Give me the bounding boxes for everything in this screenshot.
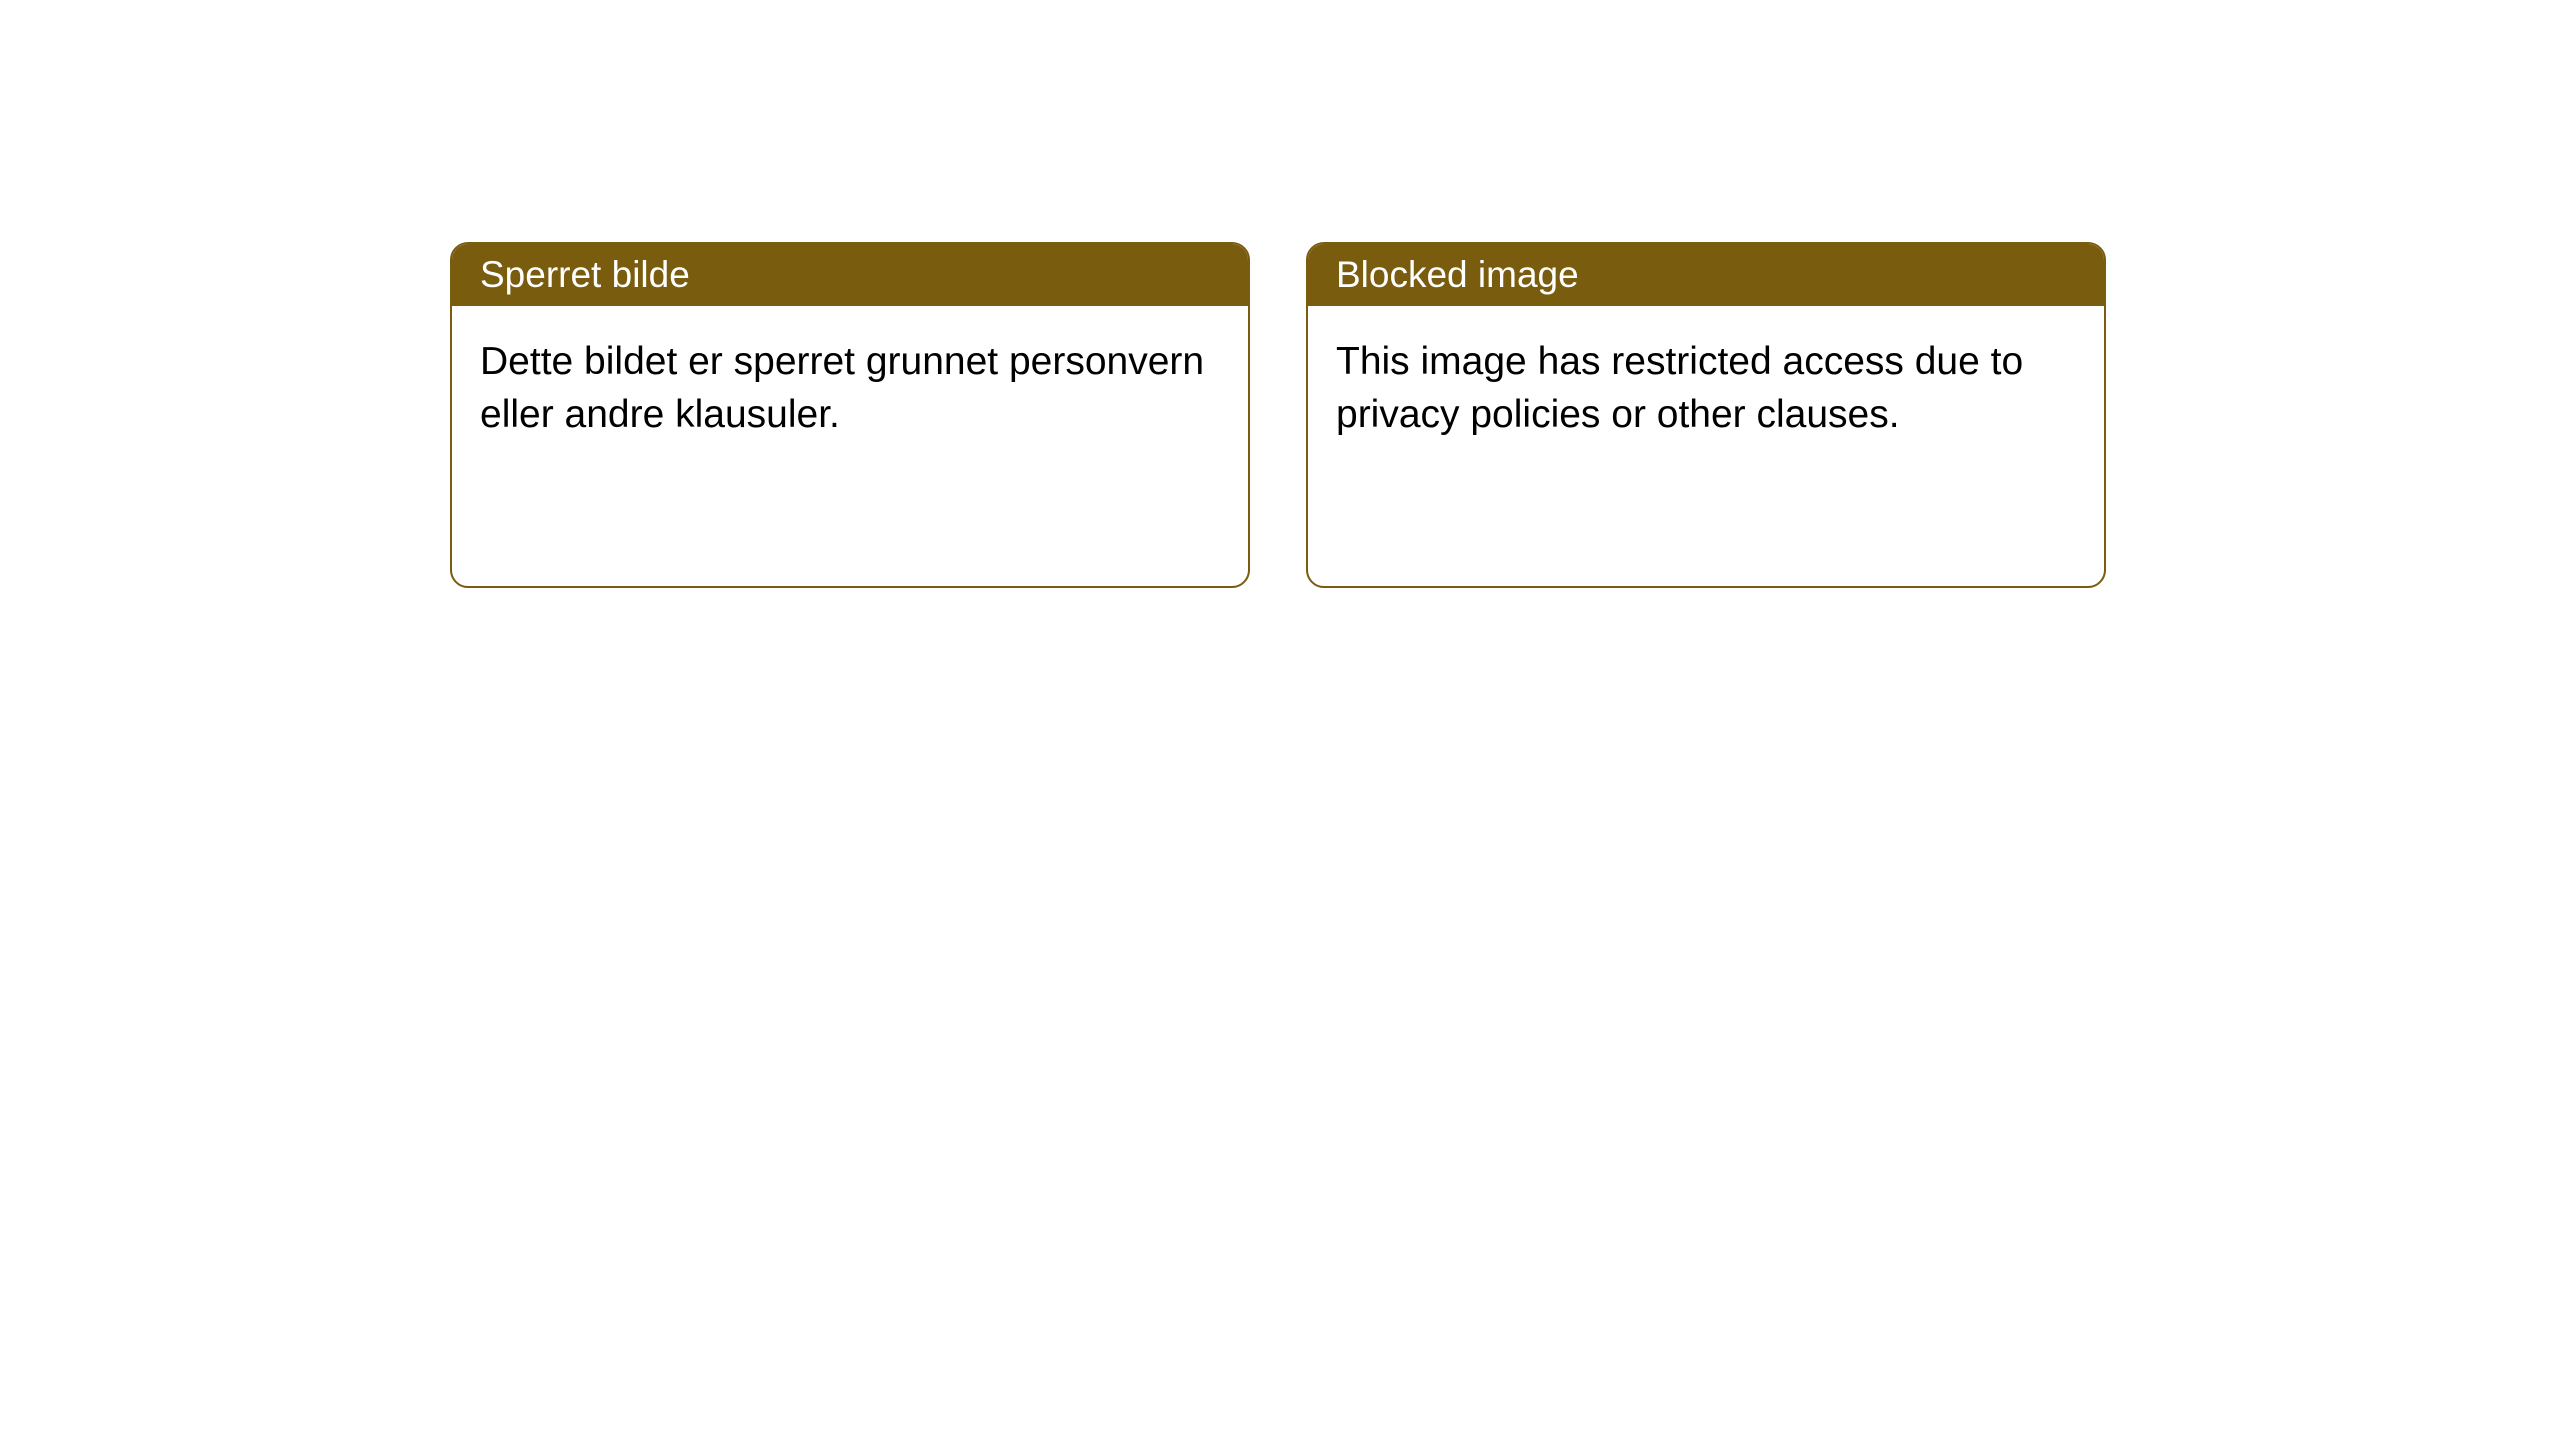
card-body: This image has restricted access due to … bbox=[1308, 306, 2104, 586]
card-body-text: Dette bildet er sperret grunnet personve… bbox=[480, 340, 1204, 436]
card-body-text: This image has restricted access due to … bbox=[1336, 340, 2023, 436]
notice-card-english: Blocked image This image has restricted … bbox=[1306, 242, 2106, 588]
card-title: Sperret bilde bbox=[480, 254, 690, 295]
notice-container: Sperret bilde Dette bildet er sperret gr… bbox=[450, 242, 2106, 588]
card-body: Dette bildet er sperret grunnet personve… bbox=[452, 306, 1248, 586]
notice-card-norwegian: Sperret bilde Dette bildet er sperret gr… bbox=[450, 242, 1250, 588]
card-header: Blocked image bbox=[1308, 244, 2104, 306]
card-title: Blocked image bbox=[1336, 254, 1579, 295]
card-header: Sperret bilde bbox=[452, 244, 1248, 306]
